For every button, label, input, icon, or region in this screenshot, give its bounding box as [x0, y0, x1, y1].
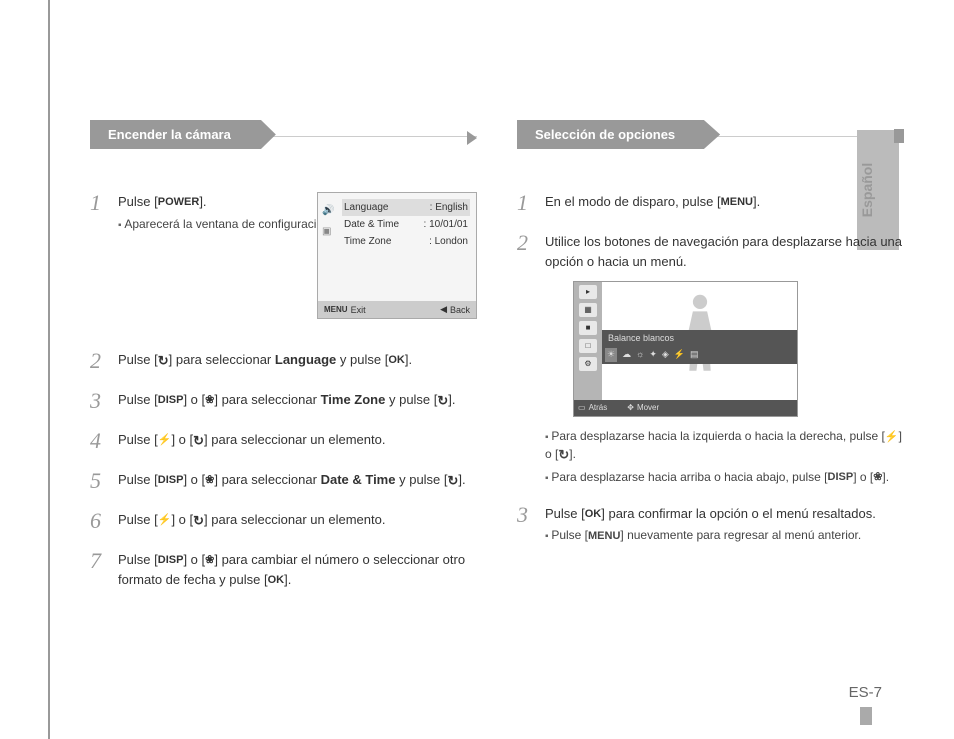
- timer-icon: ↻: [193, 511, 204, 531]
- display-icon: ▣: [322, 226, 334, 237]
- step-6: 6 Pulse [⚡] o [↻] para seleccionar un el…: [90, 510, 477, 532]
- ok-icon: OK: [388, 352, 405, 369]
- rstep-2-sub1: Para desplazarse hacia la izquierda o ha…: [545, 427, 904, 465]
- timer-icon: ↻: [558, 445, 569, 465]
- step-5: 5 Pulse [DISP] o [❀] para seleccionar Da…: [90, 470, 477, 492]
- page-number-bar: [860, 707, 872, 725]
- section-end-icon: [894, 129, 904, 143]
- header-row: Encender la cámara Selección de opciones: [90, 120, 904, 152]
- right-column: 1 En el modo de disparo, pulse [MENU]. 2…: [517, 192, 904, 607]
- wb-illustration: ▸ ▦ ■ □ ⚙ Balance blancos: [573, 281, 798, 417]
- header-left-title: Encender la cámara: [90, 120, 276, 149]
- illus-label: Balance blancos: [602, 330, 797, 348]
- continue-arrow-icon: [467, 129, 477, 145]
- content-area: Encender la cámara Selección de opciones…: [90, 120, 904, 699]
- disp-icon: DISP: [158, 552, 184, 569]
- back-key-icon: ▭: [578, 402, 586, 414]
- rstep-2-sub2: Para desplazarse hacia arriba o hacia ab…: [545, 468, 904, 486]
- lcd-exit: Exit: [351, 305, 366, 315]
- timer-icon: ↻: [437, 391, 448, 411]
- page-border: [48, 0, 50, 739]
- flash-icon: ⚡: [158, 512, 172, 529]
- step-7: 7 Pulse [DISP] o [❀] para cambiar el núm…: [90, 550, 477, 589]
- flash-icon: ⚡: [158, 432, 172, 449]
- left-column: 1 Pulse [POWER]. Aparecerá la ventana de…: [90, 192, 477, 607]
- lcd-mock: 🔊 ▣ Language : English Date & Time : 10/…: [317, 192, 477, 319]
- macro-icon: ❀: [205, 392, 214, 409]
- header-right: Selección de opciones: [517, 120, 904, 152]
- step-3: 3 Pulse [DISP] o [❀] para seleccionar Ti…: [90, 390, 477, 412]
- sound-icon: 🔊: [322, 205, 334, 216]
- disp-icon: DISP: [158, 472, 184, 489]
- menu-glyph: MENU: [324, 305, 348, 314]
- flash-icon: ⚡: [885, 429, 899, 446]
- disp-icon: DISP: [158, 392, 184, 409]
- lcd-back: Back: [450, 305, 470, 315]
- illus-icon-row: ☀ ☁ ☼ ✦ ◈ ⚡ ▤: [602, 346, 797, 364]
- timer-icon: ↻: [193, 431, 204, 451]
- step-1: 1 Pulse [POWER]. Aparecerá la ventana de…: [90, 192, 477, 332]
- step-4: 4 Pulse [⚡] o [↻] para seleccionar un el…: [90, 430, 477, 452]
- lcd-row-timezone: Time Zone : London: [342, 233, 470, 250]
- macro-icon: ❀: [205, 472, 214, 489]
- rstep-3: 3 Pulse [OK] para confirmar la opción o …: [517, 504, 904, 545]
- disp-icon: DISP: [828, 469, 854, 486]
- header-right-title: Selección de opciones: [517, 120, 720, 149]
- rstep-2: 2 Utilice los botones de navegación para…: [517, 232, 904, 486]
- power-icon: POWER: [158, 194, 200, 211]
- lcd-row-date: Date & Time : 10/01/01: [342, 216, 470, 233]
- macro-icon: ❀: [205, 552, 214, 569]
- lcd-row-language: Language : English: [342, 199, 470, 216]
- move-key-icon: ✥: [627, 402, 634, 414]
- timer-icon: ↻: [448, 471, 459, 491]
- rstep-1: 1 En el modo de disparo, pulse [MENU].: [517, 192, 904, 214]
- rstep-3-sub: Pulse [MENU] nuevamente para regresar al…: [545, 526, 904, 544]
- ok-icon: OK: [268, 572, 285, 589]
- menu-icon: MENU: [588, 528, 620, 545]
- ok-icon: OK: [585, 506, 602, 523]
- page-number: ES-7: [849, 684, 882, 701]
- header-left: Encender la cámara: [90, 120, 477, 152]
- illus-left-icons: ▸ ▦ ■ □ ⚙: [574, 282, 602, 400]
- step-2: 2 Pulse [↻] para seleccionar Language y …: [90, 350, 477, 372]
- menu-icon: MENU: [721, 194, 753, 211]
- timer-icon: ↻: [158, 351, 169, 371]
